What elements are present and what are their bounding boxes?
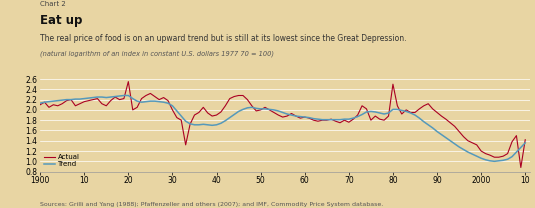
Text: Chart 2: Chart 2 [40, 1, 66, 7]
Text: (natural logarithm of an index in constant U.S. dollars 1977 70 = 100): (natural logarithm of an index in consta… [40, 50, 274, 57]
Text: Eat up: Eat up [40, 14, 82, 26]
Text: Sources: Grilli and Yang (1988); Pfaffenzeller and others (2007); and IMF, Commo: Sources: Grilli and Yang (1988); Pfaffen… [40, 202, 384, 207]
Legend: Actual, Trend: Actual, Trend [43, 154, 80, 168]
Text: The real price of food is on an upward trend but is still at its lowest since th: The real price of food is on an upward t… [40, 34, 407, 43]
